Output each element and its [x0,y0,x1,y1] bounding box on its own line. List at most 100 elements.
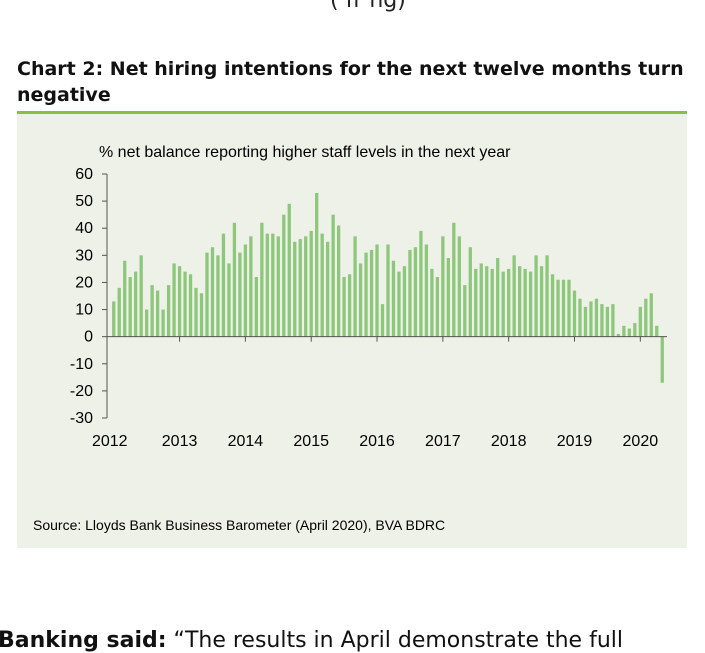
bar [660,336,664,383]
bar [260,222,264,337]
bar [128,277,132,337]
bar [528,271,533,337]
bar [347,274,352,337]
bar [145,309,149,337]
bar [353,236,357,337]
bar [287,203,291,337]
bar [644,298,648,337]
bar [210,247,215,337]
x-tick-label: 2016 [359,433,395,450]
bar [298,239,302,337]
bar [358,263,363,337]
bottom-cut-text: Banking said: “The results in April demo… [0,628,623,653]
bottom-cut-rest: “The results in April demonstrate the fu… [166,628,623,653]
bar [550,274,555,337]
bar [518,266,522,337]
bar [430,268,434,337]
bar [441,236,445,337]
bar [177,266,182,337]
bar [271,233,275,337]
bar [216,255,220,337]
bar [238,252,242,337]
top-cut-text: ( fr ng) [330,0,406,13]
y-axis: 60 50 40 30 20 10 0 -10 -20 -30 [70,166,108,427]
bar [501,271,505,337]
bar-series [112,192,664,383]
y-tick-label: 60 [75,166,93,183]
bar [600,304,604,337]
x-tick-label: 2012 [92,433,128,450]
y-tick-label: 30 [75,247,93,264]
bar [556,279,560,337]
bar-chart: % net balance reporting higher staff lev… [70,144,667,450]
x-tick-label: 2014 [228,433,264,450]
bar [638,306,642,337]
bar [534,255,538,337]
y-tick-label: -10 [70,356,93,373]
bar [139,255,143,337]
bar [320,233,324,337]
y-tick-label: 0 [84,329,93,346]
bar [150,285,154,337]
x-tick-label: 2013 [162,433,198,450]
bar [117,287,121,337]
bar [265,233,269,337]
bar [507,268,511,337]
bar [386,244,390,337]
bar [326,241,330,337]
bar [594,298,599,337]
bar [539,266,544,337]
bar [567,279,571,337]
bar [490,268,494,337]
x-tick-label: 2020 [623,433,659,450]
x-tick-label: 2015 [293,433,329,450]
bar [254,277,258,337]
bar [331,214,335,337]
bar [402,266,407,337]
bar [243,244,248,337]
bar [161,309,165,337]
bar [227,263,231,337]
bar [463,285,467,337]
bar [364,252,368,337]
bar [468,247,472,337]
bar [183,271,187,337]
bar [589,301,593,337]
bar [578,298,582,337]
chart-subtitle: % net balance reporting higher staff lev… [99,144,511,161]
bar [391,260,396,337]
bar [166,285,171,337]
bar [188,274,193,337]
bar [123,260,127,337]
bar [276,236,280,337]
bar [375,244,379,337]
bar [561,279,566,337]
bar [616,333,621,337]
x-tick-label: 2019 [557,433,593,450]
x-axis: 2012 2013 2014 2015 2016 2017 2018 2019 2020 [92,336,667,450]
bar [134,271,138,337]
bar [457,236,461,337]
x-tick-label: 2018 [491,433,527,450]
bar [633,323,637,337]
chart-panel: % net balance reporting higher staff lev… [17,114,687,548]
bottom-cut-bold: Banking said: [0,628,167,653]
bar [419,230,423,337]
bar [199,293,204,337]
x-tick-label: 2017 [425,433,461,450]
bar [452,222,456,337]
bar [474,268,478,337]
bar [496,258,500,337]
bar [232,222,237,337]
bar [446,258,450,337]
bar [172,263,176,337]
bar [315,192,319,337]
bar [545,255,549,337]
bar [649,293,653,337]
bar [605,306,610,337]
bar [342,277,346,337]
bar [572,290,577,337]
bar [622,325,626,337]
y-tick-label: 20 [75,274,93,291]
y-tick-label: 40 [75,220,93,237]
